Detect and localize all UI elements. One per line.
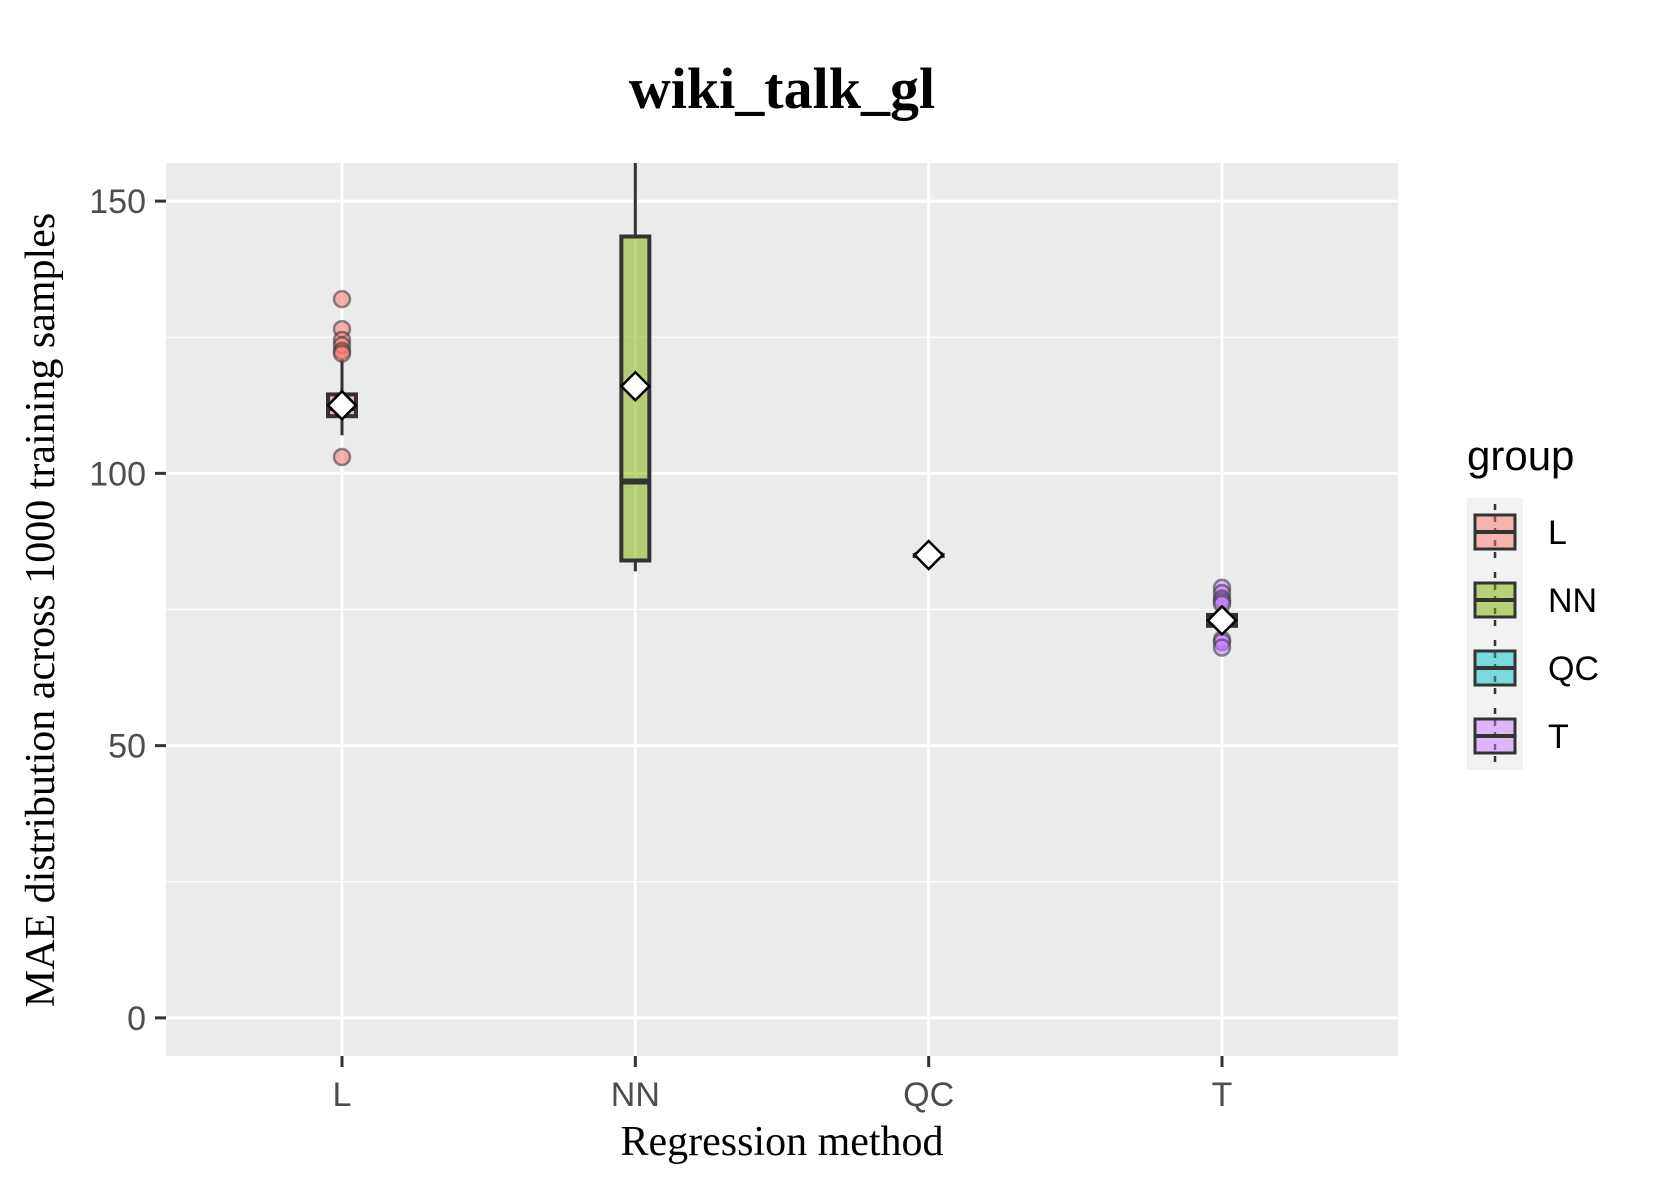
x-tick-label: QC: [903, 1076, 954, 1114]
mean-marker: [1206, 604, 1238, 637]
box-group-nn: [619, 163, 652, 572]
outlier-point: [332, 344, 352, 363]
legend-item-qc: QC: [1473, 640, 1599, 696]
axes: 0 50 100 150 L NN QC T: [89, 183, 1232, 1114]
legend-title: group: [1467, 432, 1574, 479]
y-axis-title: MAE distribution across 1000 training sa…: [18, 213, 64, 1007]
x-axis-title: Regression method: [620, 1119, 943, 1165]
y-tick-label: 50: [108, 728, 146, 766]
x-tick-label: T: [1212, 1076, 1233, 1114]
legend-item-nn: NN: [1473, 572, 1597, 628]
mean-marker: [326, 389, 358, 422]
legend-item-t: T: [1473, 708, 1569, 764]
legend: group L NN QC T: [1467, 432, 1599, 770]
legend-label: L: [1548, 514, 1567, 552]
chart-title: wiki_talk_gl: [629, 56, 935, 121]
box-group-t: [1206, 578, 1238, 657]
legend-label: NN: [1548, 582, 1597, 620]
box-group-qc: [912, 539, 945, 571]
legend-label: T: [1548, 718, 1569, 756]
mean-marker: [912, 539, 945, 571]
y-tick-label: 100: [89, 455, 146, 493]
legend-item-l: L: [1473, 504, 1567, 560]
y-tick-label: 0: [127, 1000, 146, 1038]
outlier-point: [332, 289, 352, 309]
mean-marker: [619, 370, 652, 403]
x-tick-label: NN: [611, 1076, 660, 1114]
box-group-l: [326, 289, 358, 467]
y-tick-label: 150: [89, 183, 146, 221]
outlier-point: [1212, 638, 1232, 657]
box-plots: [326, 163, 1238, 657]
outlier-point: [332, 447, 352, 467]
x-tick-label: L: [333, 1076, 352, 1114]
legend-label: QC: [1548, 650, 1599, 688]
